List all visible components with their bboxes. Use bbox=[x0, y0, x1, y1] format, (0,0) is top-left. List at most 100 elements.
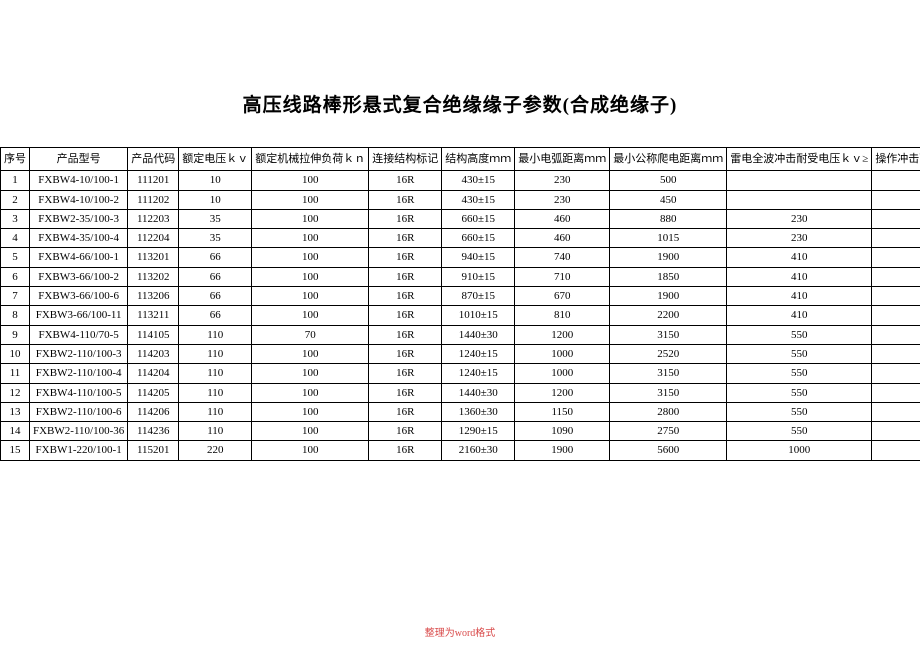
cell-arc: 1200 bbox=[515, 325, 610, 344]
cell-arc: 1000 bbox=[515, 344, 610, 363]
cell-conn: 16R bbox=[369, 383, 442, 402]
cell-light: 550 bbox=[727, 325, 872, 344]
cell-light: 550 bbox=[727, 402, 872, 421]
cell-seq: 5 bbox=[1, 248, 30, 267]
cell-conn: 16R bbox=[369, 306, 442, 325]
cell-kv: 10 bbox=[179, 171, 252, 190]
cell-code: 113206 bbox=[128, 287, 179, 306]
cell-kv: 110 bbox=[179, 383, 252, 402]
cell-load: 100 bbox=[252, 422, 369, 441]
cell-height: 1290±15 bbox=[442, 422, 515, 441]
cell-op bbox=[872, 364, 920, 383]
cell-load: 100 bbox=[252, 441, 369, 460]
cell-op bbox=[872, 383, 920, 402]
cell-seq: 6 bbox=[1, 267, 30, 286]
header-lightning: 雷电全波冲击耐受电压ｋｖ≥ bbox=[727, 148, 872, 171]
table-row: 1FXBW4-10/100-11112011010016R430±1523050… bbox=[1, 171, 920, 190]
header-op: 操作冲击耐受电压 bbox=[872, 148, 920, 171]
cell-model: FXBW4-10/100-1 bbox=[30, 171, 128, 190]
cell-conn: 16R bbox=[369, 422, 442, 441]
cell-conn: 16R bbox=[369, 344, 442, 363]
cell-height: 1360±30 bbox=[442, 402, 515, 421]
cell-arc: 1900 bbox=[515, 441, 610, 460]
cell-seq: 13 bbox=[1, 402, 30, 421]
cell-code: 114105 bbox=[128, 325, 179, 344]
table-row: 2FXBW4-10/100-21112021010016R430±1523045… bbox=[1, 190, 920, 209]
cell-seq: 14 bbox=[1, 422, 30, 441]
header-creep: 最小公称爬电距离ｍｍ bbox=[610, 148, 727, 171]
cell-kv: 66 bbox=[179, 287, 252, 306]
cell-conn: 16R bbox=[369, 441, 442, 460]
cell-kv: 35 bbox=[179, 229, 252, 248]
cell-light: 410 bbox=[727, 287, 872, 306]
cell-creep: 1015 bbox=[610, 229, 727, 248]
footer-text: 整理为word格式 bbox=[0, 624, 920, 639]
cell-load: 100 bbox=[252, 229, 369, 248]
cell-arc: 230 bbox=[515, 190, 610, 209]
cell-op bbox=[872, 267, 920, 286]
cell-seq: 10 bbox=[1, 344, 30, 363]
cell-light: 550 bbox=[727, 344, 872, 363]
cell-kv: 66 bbox=[179, 267, 252, 286]
cell-load: 100 bbox=[252, 344, 369, 363]
cell-op bbox=[872, 422, 920, 441]
cell-load: 100 bbox=[252, 171, 369, 190]
cell-kv: 110 bbox=[179, 402, 252, 421]
cell-height: 430±15 bbox=[442, 171, 515, 190]
cell-arc: 740 bbox=[515, 248, 610, 267]
cell-code: 113211 bbox=[128, 306, 179, 325]
cell-code: 111201 bbox=[128, 171, 179, 190]
cell-light bbox=[727, 171, 872, 190]
table-row: 3FXBW2-35/100-31122033510016R660±1546088… bbox=[1, 209, 920, 228]
cell-code: 113201 bbox=[128, 248, 179, 267]
page-title: 高压线路棒形悬式复合绝缘缘子参数(合成绝缘子) bbox=[0, 90, 920, 117]
cell-load: 100 bbox=[252, 402, 369, 421]
cell-code: 114205 bbox=[128, 383, 179, 402]
cell-code: 114203 bbox=[128, 344, 179, 363]
cell-creep: 450 bbox=[610, 190, 727, 209]
cell-code: 111202 bbox=[128, 190, 179, 209]
cell-seq: 2 bbox=[1, 190, 30, 209]
cell-arc: 1000 bbox=[515, 364, 610, 383]
cell-conn: 16R bbox=[369, 209, 442, 228]
cell-load: 70 bbox=[252, 325, 369, 344]
table-row: 9FXBW4-110/70-51141051107016R1440±301200… bbox=[1, 325, 920, 344]
cell-op bbox=[872, 229, 920, 248]
cell-arc: 1200 bbox=[515, 383, 610, 402]
cell-conn: 16R bbox=[369, 248, 442, 267]
cell-model: FXBW4-10/100-2 bbox=[30, 190, 128, 209]
table-row: 6FXBW3-66/100-21132026610016R910±1571018… bbox=[1, 267, 920, 286]
cell-creep: 880 bbox=[610, 209, 727, 228]
cell-model: FXBW3-66/100-11 bbox=[30, 306, 128, 325]
cell-height: 660±15 bbox=[442, 229, 515, 248]
cell-model: FXBW4-35/100-4 bbox=[30, 229, 128, 248]
table-row: 5FXBW4-66/100-11132016610016R940±1574019… bbox=[1, 248, 920, 267]
cell-op bbox=[872, 171, 920, 190]
cell-op bbox=[872, 190, 920, 209]
header-code: 产品代码 bbox=[128, 148, 179, 171]
cell-code: 114204 bbox=[128, 364, 179, 383]
cell-model: FXBW2-35/100-3 bbox=[30, 209, 128, 228]
cell-arc: 1150 bbox=[515, 402, 610, 421]
cell-creep: 2750 bbox=[610, 422, 727, 441]
cell-creep: 1850 bbox=[610, 267, 727, 286]
table-row: 13FXBW2-110/100-611420611010016R1360±301… bbox=[1, 402, 920, 421]
cell-conn: 16R bbox=[369, 229, 442, 248]
table-row: 7FXBW3-66/100-61132066610016R870±1567019… bbox=[1, 287, 920, 306]
cell-kv: 110 bbox=[179, 422, 252, 441]
cell-code: 112203 bbox=[128, 209, 179, 228]
cell-kv: 66 bbox=[179, 306, 252, 325]
cell-height: 2160±30 bbox=[442, 441, 515, 460]
table-body: 1FXBW4-10/100-11112011010016R430±1523050… bbox=[1, 171, 920, 460]
cell-height: 870±15 bbox=[442, 287, 515, 306]
cell-seq: 1 bbox=[1, 171, 30, 190]
page-container: 高压线路棒形悬式复合绝缘缘子参数(合成绝缘子) 序号 产品型号 产品代码 额定电… bbox=[0, 0, 920, 651]
cell-seq: 4 bbox=[1, 229, 30, 248]
cell-load: 100 bbox=[252, 190, 369, 209]
cell-creep: 5600 bbox=[610, 441, 727, 460]
header-arc: 最小电弧距离ｍｍ bbox=[515, 148, 610, 171]
cell-creep: 2520 bbox=[610, 344, 727, 363]
cell-op bbox=[872, 248, 920, 267]
cell-light: 550 bbox=[727, 364, 872, 383]
cell-creep: 3150 bbox=[610, 325, 727, 344]
